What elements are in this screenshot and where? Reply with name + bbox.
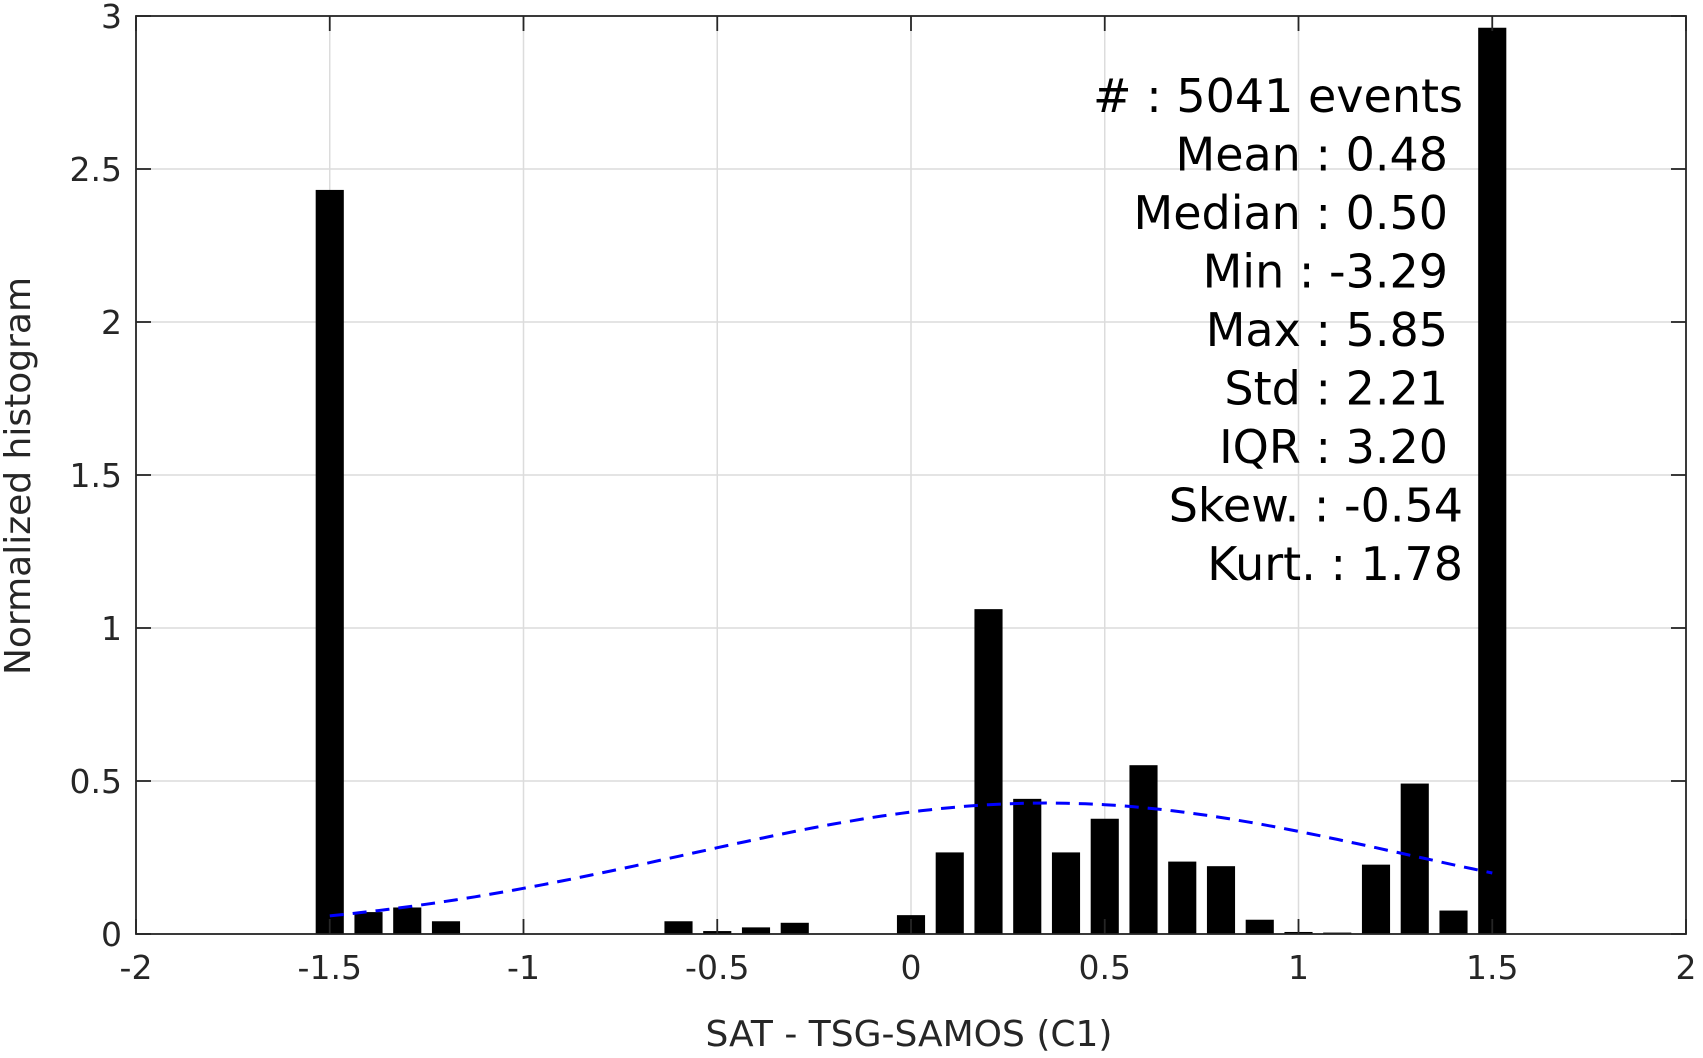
- histogram-bar: [354, 912, 383, 935]
- stats-line: Std : 2.21: [1224, 362, 1448, 416]
- histogram-bar: [315, 189, 344, 935]
- y-tick-label: 1: [101, 609, 122, 648]
- histogram-bar: [393, 907, 422, 935]
- x-tick-label: 2: [1676, 948, 1697, 987]
- histogram-bar: [1439, 910, 1468, 935]
- x-tick-label: -0.5: [685, 948, 749, 987]
- histogram-bar: [1478, 27, 1507, 935]
- histogram-bar: [935, 852, 964, 935]
- y-tick-label: 0: [101, 915, 122, 954]
- y-tick-label: 2: [101, 303, 122, 342]
- y-tick-label: 1.5: [70, 456, 122, 495]
- fit-curve-line: [329, 801, 1493, 918]
- stats-line: Skew. : -0.54: [1169, 479, 1463, 533]
- histogram-bar: [1013, 798, 1042, 935]
- histogram-bar: [431, 921, 461, 935]
- histogram-bar: [664, 921, 693, 935]
- x-tick-label: -1: [507, 948, 540, 987]
- x-tick-label: 0: [901, 948, 922, 987]
- fit-curve: [329, 801, 1493, 918]
- histogram-bar: [1090, 818, 1119, 935]
- grid-lines: [135, 15, 1687, 935]
- histogram-bar: [780, 922, 809, 935]
- bars: [315, 27, 1507, 935]
- x-tick-label: 0.5: [1079, 948, 1131, 987]
- y-tick-label: 0.5: [70, 762, 122, 801]
- histogram-bar: [974, 609, 1003, 935]
- y-tick-label: 2.5: [70, 150, 122, 189]
- stats-line: Median : 0.50: [1134, 186, 1448, 240]
- x-axis-title: SAT - TSG-SAMOS (C1): [706, 1014, 1113, 1053]
- x-tick-label: 1.5: [1466, 948, 1518, 987]
- stats-line: IQR : 3.20: [1219, 420, 1448, 474]
- x-tick-label: -1.5: [298, 948, 362, 987]
- x-tick-label: 1: [1288, 948, 1309, 987]
- x-tick-label: -2: [120, 948, 153, 987]
- stats-line: Kurt. : 1.78: [1207, 537, 1463, 591]
- stats-line: Mean : 0.48: [1176, 128, 1449, 182]
- y-axis-title: Normalized histogram: [0, 277, 39, 675]
- histogram-bar: [1051, 852, 1081, 935]
- histogram-bar: [1361, 864, 1391, 935]
- histogram-bar: [1168, 861, 1197, 935]
- histogram-bar: [1206, 866, 1236, 935]
- stats-line: Max : 5.85: [1206, 303, 1448, 357]
- stats-line: Min : -3.29: [1203, 245, 1448, 299]
- y-tick-label: 3: [101, 0, 122, 36]
- histogram-bar: [1129, 765, 1158, 935]
- histogram-bar: [741, 927, 771, 935]
- stats-line: # : 5041 events: [1093, 69, 1463, 123]
- histogram-bar: [1245, 919, 1274, 935]
- ticks: [135, 15, 1687, 935]
- tick-labels: -2 -1.5 -1 -0.5 0 0.5 1 1.5 2 0 0.5 1 1.5 2 2.5 3: [70, 0, 1697, 987]
